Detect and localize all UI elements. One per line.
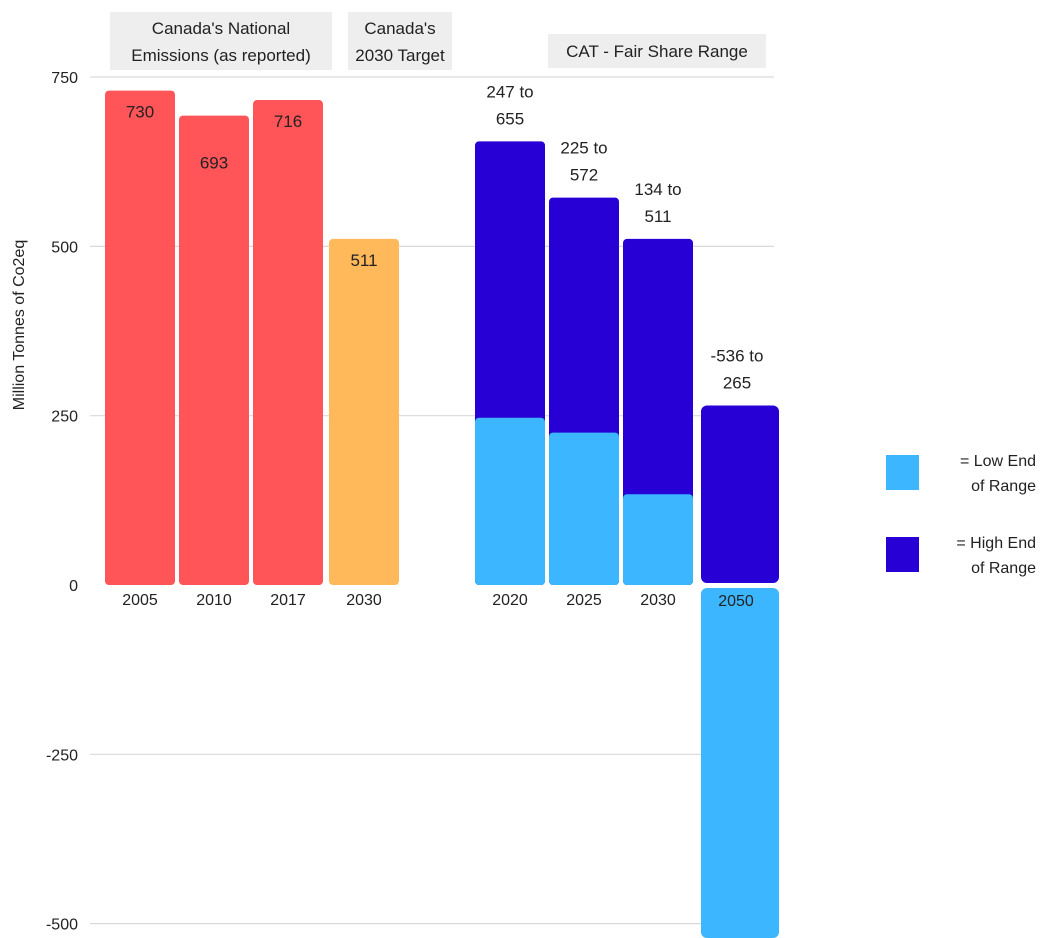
category-label: 2025 bbox=[566, 592, 602, 609]
category-label: 2030 bbox=[346, 592, 382, 609]
legend: = Low End of Range = High End of Range bbox=[886, 453, 1036, 577]
bars bbox=[105, 90, 779, 938]
category-label: 2017 bbox=[270, 592, 306, 609]
y-axis-ticks: 750 500 250 0 -250 -500 bbox=[46, 70, 78, 934]
y-tick-label: 250 bbox=[51, 409, 78, 426]
bar bbox=[329, 238, 399, 585]
group-headers: Canada's National Emissions (as reported)… bbox=[110, 12, 766, 70]
category-label: 2010 bbox=[196, 592, 232, 609]
range-value-label: 655 bbox=[496, 109, 524, 128]
y-tick-label: 500 bbox=[51, 239, 78, 256]
group-header-line: 2030 Target bbox=[355, 46, 445, 65]
category-label: 2050 bbox=[718, 593, 754, 610]
y-tick-label: 750 bbox=[51, 70, 78, 87]
y-tick-label: -250 bbox=[46, 747, 78, 764]
range-value-label: 134 to bbox=[634, 180, 681, 199]
data-labels: 730 693 716 511 247 to 655 225 to 572 134 to 511 -… bbox=[126, 82, 764, 392]
legend-swatch bbox=[886, 455, 919, 490]
group-header-box bbox=[110, 12, 332, 70]
range-value-label: -536 to bbox=[711, 347, 764, 366]
category-labels: 2005 2010 2017 2030 2020 2025 2030 2050 bbox=[122, 592, 754, 610]
bar bbox=[105, 90, 175, 586]
group-header-line: Emissions (as reported) bbox=[131, 46, 311, 65]
group-header-line: CAT - Fair Share Range bbox=[566, 42, 748, 61]
category-label: 2005 bbox=[122, 592, 158, 609]
legend-swatch bbox=[886, 537, 919, 572]
range-high-bar bbox=[701, 405, 779, 583]
y-axis-label: Million Tonnes of Co2eq bbox=[11, 240, 28, 410]
y-tick-label: 0 bbox=[69, 578, 78, 595]
range-low-bar bbox=[623, 494, 693, 585]
y-tick-label: -500 bbox=[46, 917, 78, 934]
range-low-bar bbox=[549, 432, 619, 585]
legend-label: of Range bbox=[971, 478, 1036, 495]
category-label: 2020 bbox=[492, 592, 528, 609]
range-value-label: 572 bbox=[570, 166, 598, 185]
legend-label: = Low End bbox=[960, 453, 1036, 470]
legend-label: of Range bbox=[971, 560, 1036, 577]
bar-value-label: 693 bbox=[200, 154, 228, 173]
range-value-label: 225 to bbox=[560, 139, 607, 158]
bar-value-label: 716 bbox=[274, 112, 302, 131]
range-low-bar bbox=[475, 417, 545, 585]
group-header-box bbox=[548, 34, 766, 68]
bar-value-label: 730 bbox=[126, 103, 154, 122]
range-value-label: 247 to bbox=[486, 82, 533, 101]
range-low-bar bbox=[701, 588, 779, 938]
range-value-label: 511 bbox=[644, 207, 671, 226]
category-label: 2030 bbox=[640, 592, 676, 609]
bar bbox=[179, 115, 249, 585]
legend-label: = High End bbox=[956, 535, 1036, 552]
bar-value-label: 511 bbox=[350, 251, 377, 270]
group-header-line: Canada's bbox=[364, 19, 435, 38]
group-header-box bbox=[348, 12, 452, 70]
bar bbox=[253, 100, 323, 586]
range-value-label: 265 bbox=[723, 374, 751, 393]
group-header-line: Canada's National bbox=[152, 19, 290, 38]
